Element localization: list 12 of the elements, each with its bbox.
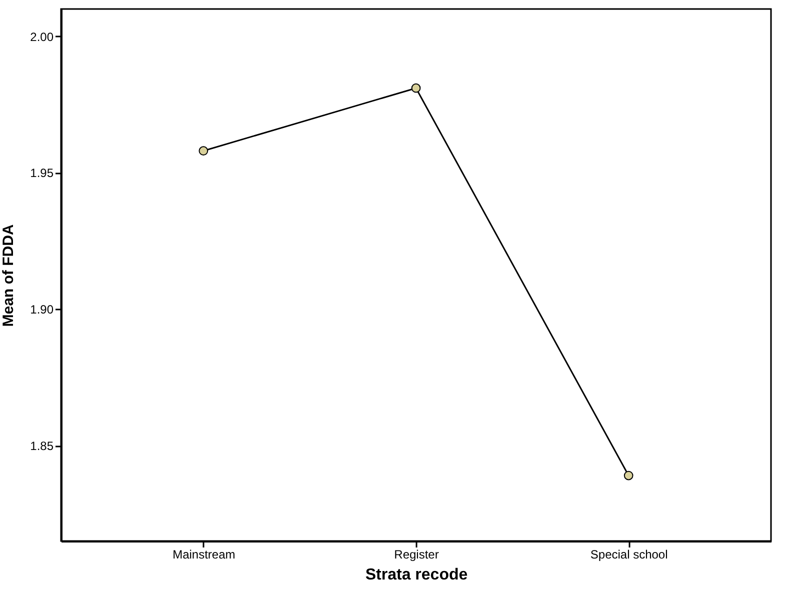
- point: [198, 146, 208, 156]
- y-axis-title: Mean of FDDA: [0, 224, 18, 327]
- x-axis-title: Strata recode: [365, 566, 468, 584]
- x-tick-label: Special school: [590, 548, 668, 562]
- x-tick-label: Register: [394, 548, 439, 562]
- y-tick-label: 1.90: [30, 302, 54, 317]
- point: [624, 470, 634, 480]
- point: [411, 83, 421, 93]
- x-tick-label: Mainstream: [172, 548, 236, 562]
- y-tick-label: 1.85: [30, 439, 54, 454]
- y-tick-label: 1.95: [30, 166, 54, 180]
- y-tick-label: 2.00: [30, 30, 54, 44]
